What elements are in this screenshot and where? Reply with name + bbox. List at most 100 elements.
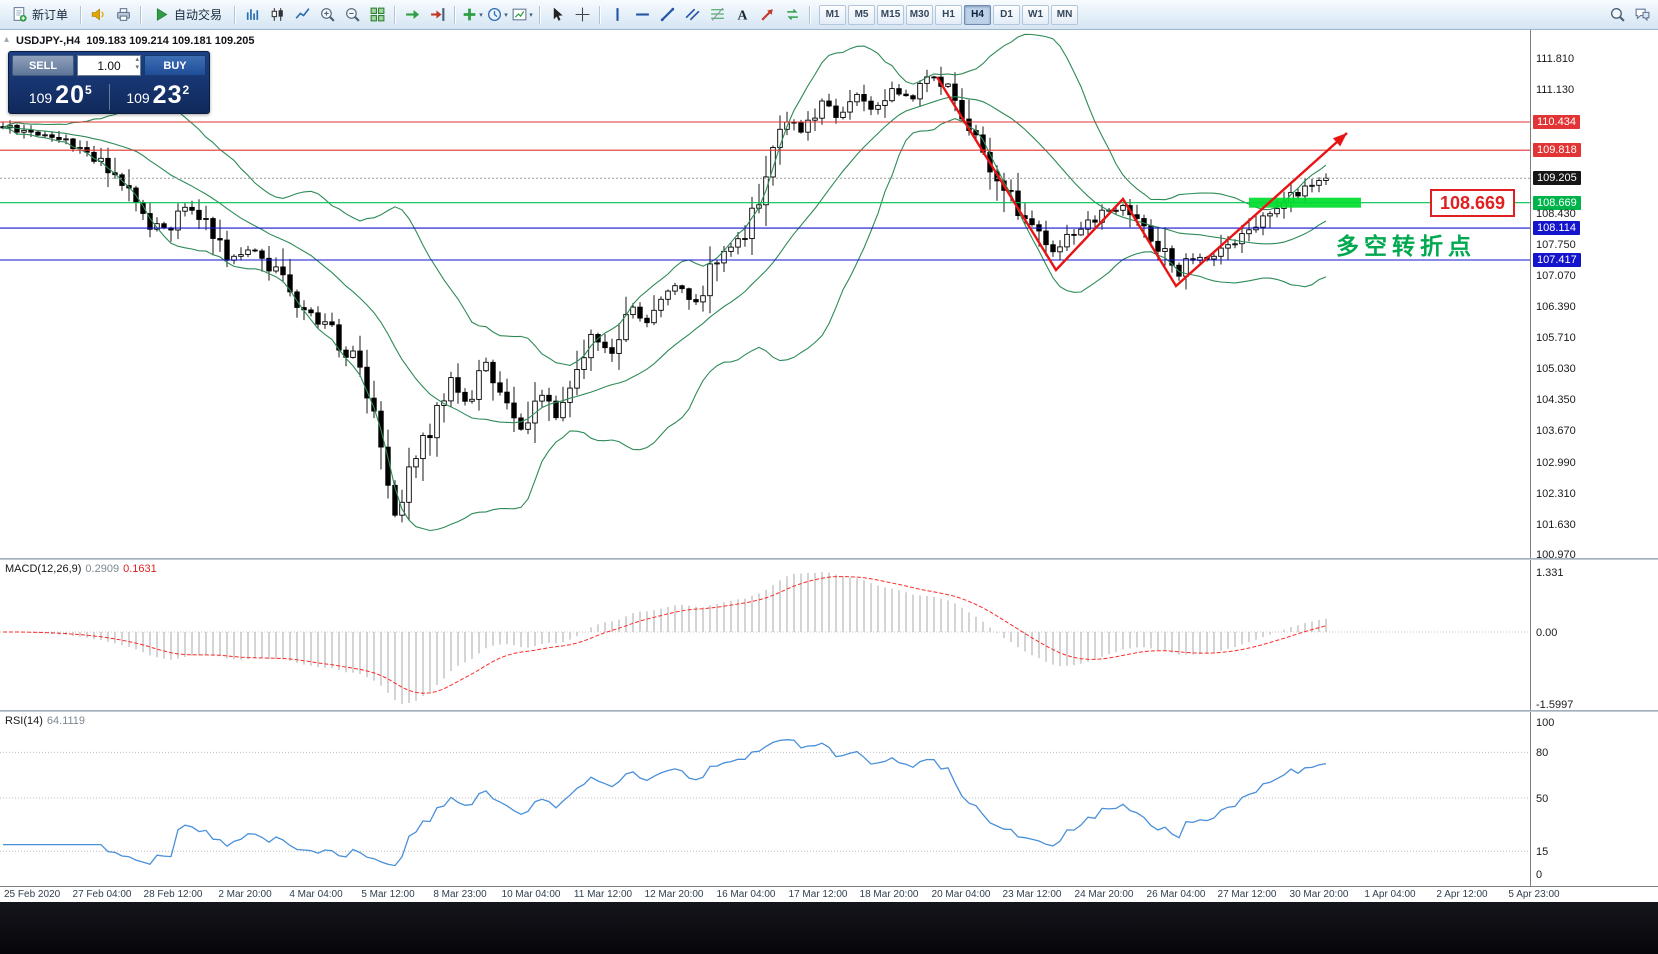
rsi-name: RSI(14): [5, 715, 43, 727]
price-scale-label: 111.810: [1536, 53, 1575, 65]
price-scale-label: 106.390: [1536, 301, 1576, 313]
chart-shift-icon[interactable]: [425, 3, 449, 27]
equidistant-channel-icon[interactable]: [680, 3, 704, 27]
sell-button[interactable]: SELL: [12, 55, 74, 76]
time-label: 5 Mar 12:00: [361, 889, 415, 900]
sell-price[interactable]: 109 205: [12, 81, 109, 110]
toolbar-separator: [80, 5, 82, 24]
buy-button[interactable]: BUY: [144, 55, 206, 76]
candlestick-chart-icon[interactable]: [265, 3, 289, 27]
bar-chart-icon[interactable]: [240, 3, 264, 27]
auto-scroll-icon[interactable]: [400, 3, 424, 27]
volume-up-icon[interactable]: ▴: [135, 56, 139, 63]
time-label: 5 Apr 23:00: [1508, 889, 1560, 900]
volume-down-icon[interactable]: ▾: [135, 64, 139, 71]
price-scale-label: 101.630: [1536, 519, 1576, 531]
macd-name: MACD(12,26,9): [5, 563, 82, 575]
autotrading-button-label: 自动交易: [174, 8, 223, 22]
price-scale-label: 107.750: [1536, 239, 1576, 251]
price-tag: 109.818: [1533, 143, 1581, 157]
volume-stepper: ▴ ▾: [135, 56, 139, 72]
macd-scale-label: -1.5997: [1536, 699, 1574, 711]
trade-prices-row: 109 205 109 232: [12, 78, 206, 110]
timeframe-m30-button[interactable]: M30: [906, 4, 934, 25]
time-label: 18 Mar 20:00: [859, 889, 919, 900]
trend-arrow-head: [1332, 133, 1347, 147]
timeframe-m5-button[interactable]: M5: [848, 4, 876, 25]
symbol-search-icon[interactable]: [1605, 3, 1629, 27]
macd-axis[interactable]: 1.331 0.00 -1.5997: [1530, 560, 1658, 711]
cursor-icon[interactable]: [545, 3, 569, 27]
autotrading-button[interactable]: 自动交易: [146, 3, 229, 27]
time-label: 28 Feb 12:00: [143, 889, 203, 900]
zoom-in-icon[interactable]: [315, 3, 339, 27]
time-label: 1 Apr 04:00: [1364, 889, 1416, 900]
price-tag: 110.434: [1533, 115, 1580, 129]
volume-input[interactable]: 1.00 ▴ ▾: [77, 55, 141, 76]
time-label: 8 Mar 23:00: [433, 889, 487, 900]
line-chart-icon[interactable]: [290, 3, 314, 27]
text-label-icon[interactable]: A: [730, 3, 754, 27]
toolbar-separator: [599, 5, 601, 24]
chart-window: ▴ USDJPY-,H4 109.183 109.214 109.181 109…: [0, 30, 1658, 561]
turning-point-annotation: 多空转折点: [1336, 233, 1476, 259]
time-label: 27 Feb 04:00: [72, 889, 132, 900]
timeframe-m15-button[interactable]: M15: [877, 4, 905, 25]
macd-main-value: 0.2909: [85, 563, 120, 575]
vertical-line-icon[interactable]: [605, 3, 629, 27]
one-click-trading-panel: SELL 1.00 ▴ ▾ BUY 109 205 109 232: [8, 51, 210, 114]
cycle-lines-icon[interactable]: [780, 3, 804, 27]
sell-price-big: 20: [55, 81, 85, 109]
timeframe-h1-button[interactable]: H1: [935, 4, 963, 25]
main-toolbar: 新订单 自动交易 ▾ ▾ ▾ A M1 M5 M15 M30 H1 H4 D1 W1 MN: [0, 0, 1658, 30]
arrows-tool-icon[interactable]: [755, 3, 779, 27]
price-axis[interactable]: 111.810 111.130 110.434 109.818 109.205 108.6…: [1530, 30, 1658, 561]
price-divider: [108, 84, 110, 110]
buy-price-big: 23: [152, 81, 183, 109]
buy-price-prefix: 109: [126, 90, 150, 106]
time-label: 20 Mar 04:00: [931, 889, 991, 900]
time-label: 10 Mar 04:00: [501, 889, 561, 900]
macd-signal-line: [3, 576, 1327, 694]
rsi-scale-label: 50: [1536, 793, 1549, 805]
volume-value: 1.00: [97, 58, 121, 73]
time-label: 4 Mar 04:00: [289, 889, 343, 900]
time-label: 24 Mar 20:00: [1074, 889, 1134, 900]
rsi-axis[interactable]: 100 80 50 15 0: [1530, 712, 1658, 886]
zoom-out-icon[interactable]: [340, 3, 364, 27]
time-axis[interactable]: 25 Feb 2020 27 Feb 04:00 28 Feb 12:00 2 Mar…: [0, 886, 1658, 902]
crosshair-icon[interactable]: [570, 3, 594, 27]
timeframe-h4-button[interactable]: H4: [964, 4, 992, 25]
trendline-icon[interactable]: [655, 3, 679, 27]
macd-canvas[interactable]: [0, 560, 1530, 710]
time-label: 26 Mar 04:00: [1146, 889, 1206, 900]
timeframe-d1-button[interactable]: D1: [993, 4, 1021, 25]
chat-icon[interactable]: [1630, 3, 1654, 27]
timeframe-m1-button[interactable]: M1: [819, 4, 847, 25]
rsi-label: RSI(14) 64.1119: [5, 715, 85, 727]
panel-splitter[interactable]: [0, 558, 1658, 560]
time-label: 30 Mar 20:00: [1289, 889, 1349, 900]
trade-controls-row: SELL 1.00 ▴ ▾ BUY: [12, 55, 206, 76]
timeframe-w1-button[interactable]: W1: [1022, 4, 1050, 25]
fibonacci-icon[interactable]: [705, 3, 729, 27]
macd-label: MACD(12,26,9) 0.2909 0.1631: [5, 563, 157, 575]
tile-windows-icon[interactable]: [365, 3, 389, 27]
one-click-collapse-icon[interactable]: ▴: [4, 34, 10, 45]
new-order-button[interactable]: 新订单: [4, 3, 75, 27]
candlestick-chart-canvas[interactable]: [0, 30, 1530, 558]
support-zone-highlight: [1249, 197, 1361, 208]
sound-alert-icon[interactable]: [86, 3, 110, 27]
buy-price[interactable]: 109 232: [110, 81, 207, 110]
panel-splitter[interactable]: [0, 710, 1658, 712]
indicators-list-icon[interactable]: ▾: [460, 3, 484, 27]
print-icon[interactable]: [111, 3, 135, 27]
rsi-canvas[interactable]: [0, 712, 1530, 886]
timeframe-mn-button[interactable]: MN: [1051, 4, 1079, 25]
dropdown-caret-icon: ▾: [504, 11, 508, 19]
periods-icon[interactable]: ▾: [485, 3, 509, 27]
chart-ohlc-header: USDJPY-,H4 109.183 109.214 109.181 109.2…: [16, 35, 255, 47]
templates-icon[interactable]: ▾: [510, 3, 534, 27]
horizontal-line-icon[interactable]: [630, 3, 654, 27]
